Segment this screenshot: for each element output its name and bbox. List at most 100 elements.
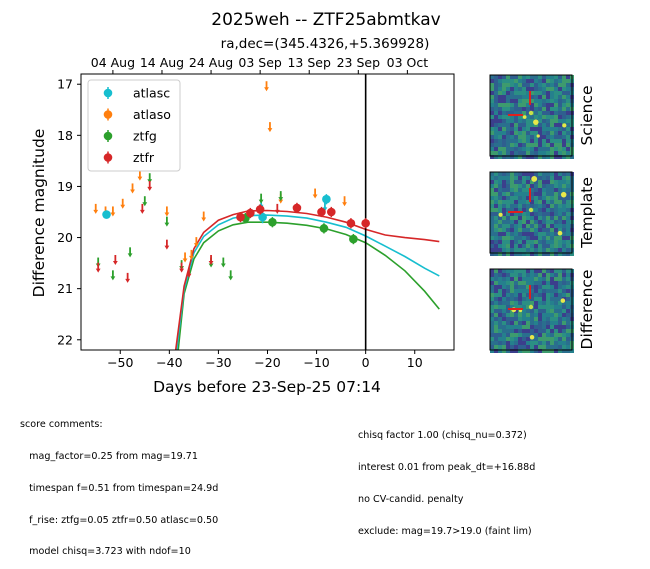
- cutout-noise: [518, 345, 522, 349]
- cutout-noise: [498, 127, 502, 131]
- cutout-noise: [506, 143, 510, 147]
- data-marks: [93, 81, 370, 283]
- cutout-noise: [558, 147, 562, 151]
- cutout-noise: [562, 91, 566, 95]
- cutout-noise: [502, 329, 506, 333]
- cutout-noise: [566, 293, 570, 297]
- cutout-noise: [530, 244, 534, 248]
- cutout-noise: [494, 285, 498, 289]
- cutout-noise: [502, 91, 506, 95]
- cutout-noise: [514, 188, 518, 192]
- cutout-noise: [534, 131, 538, 135]
- cutout-noise: [566, 176, 570, 180]
- cutout-noise: [522, 143, 526, 147]
- cutout-noise: [558, 192, 562, 196]
- cutout-noise: [542, 277, 546, 281]
- cutout-noise: [498, 232, 502, 236]
- cutout-noise: [538, 91, 542, 95]
- cutout-noise: [538, 139, 542, 143]
- cutout-noise: [490, 273, 494, 277]
- cutout-noise: [510, 313, 514, 317]
- cutout-noise: [542, 252, 546, 256]
- data-point-ztfr: [317, 206, 326, 218]
- cutout-noise: [542, 333, 546, 337]
- cutout-noise: [514, 325, 518, 329]
- cutout-noise: [538, 277, 542, 281]
- legend-entry-ztfg: ztfg: [103, 129, 157, 144]
- cutout-noise: [546, 155, 550, 159]
- cutout-noise: [554, 115, 558, 119]
- cutout-noise: [510, 337, 514, 341]
- cutout-noise: [542, 75, 546, 79]
- cutout-noise: [554, 244, 558, 248]
- cutout-noise: [526, 305, 530, 309]
- cutout-noise: [518, 91, 522, 95]
- cutout-noise: [530, 301, 534, 305]
- cutout-noise: [518, 196, 522, 200]
- cutout-star: [531, 175, 538, 182]
- cutout-noise: [538, 301, 542, 305]
- upper-limit-atlaso: [193, 237, 199, 248]
- cutout-noise: [554, 325, 558, 329]
- cutout-noise: [554, 224, 558, 228]
- cutout-noise: [498, 313, 502, 317]
- model-curve-atlasc: [175, 214, 440, 350]
- cutout-noise: [554, 75, 558, 79]
- cutout-noise: [502, 269, 506, 273]
- cutout-noise: [490, 220, 494, 224]
- cutout-noise: [530, 75, 534, 79]
- cutout-noise: [538, 188, 542, 192]
- cutout-noise: [518, 220, 522, 224]
- cutout-noise: [534, 236, 538, 240]
- cutout-noise: [518, 325, 522, 329]
- cutout-noise: [514, 337, 518, 341]
- cutout-noise: [562, 184, 566, 188]
- cutout-noise: [510, 293, 514, 297]
- cutout-noise: [502, 192, 506, 196]
- cutout-noise: [562, 269, 566, 273]
- cutout-noise: [538, 341, 542, 345]
- cutout-noise: [502, 321, 506, 325]
- cutout-noise: [530, 285, 534, 289]
- cutout-noise: [490, 224, 494, 228]
- cutout-noise: [554, 143, 558, 147]
- upper-limit-atlaso: [110, 206, 116, 217]
- cutout-noise: [514, 172, 518, 176]
- cutout-noise: [510, 252, 514, 256]
- cutout-noise: [530, 269, 534, 273]
- cutout-noise: [550, 139, 554, 143]
- cutout-noise: [542, 281, 546, 285]
- top-tick-label: 14 Aug: [140, 55, 184, 70]
- cutout-noise: [550, 75, 554, 79]
- cutout-noise: [490, 115, 494, 119]
- cutout-noise: [562, 127, 566, 131]
- cutout-noise: [510, 139, 514, 143]
- cutout-noise: [550, 184, 554, 188]
- cutout-noise: [562, 273, 566, 277]
- cutout-noise: [534, 212, 538, 216]
- cutout-noise: [550, 216, 554, 220]
- cutout-noise: [550, 220, 554, 224]
- cutout-star: [533, 119, 539, 125]
- cutout-noise: [542, 285, 546, 289]
- cutout-noise: [534, 95, 538, 99]
- cutout-noise: [534, 232, 538, 236]
- cutout-noise: [542, 301, 546, 305]
- cutout-noise: [510, 176, 514, 180]
- cutout-noise: [518, 232, 522, 236]
- legend-entry-atlasc: atlasc: [103, 86, 170, 101]
- cutout-noise: [522, 83, 526, 87]
- cutout-noise: [534, 143, 538, 147]
- cutout-noise: [562, 301, 566, 305]
- cutout-noise: [550, 192, 554, 196]
- cutout-noise: [570, 155, 574, 159]
- cutout-noise: [538, 107, 542, 111]
- cutout-noise: [550, 305, 554, 309]
- cutout-difference: Difference: [489, 268, 596, 353]
- cutout-noise: [522, 95, 526, 99]
- cutout-noise: [550, 103, 554, 107]
- cutout-noise: [506, 248, 510, 252]
- cutout-noise: [510, 147, 514, 151]
- cutout-noise: [542, 337, 546, 341]
- cutout-noise: [558, 155, 562, 159]
